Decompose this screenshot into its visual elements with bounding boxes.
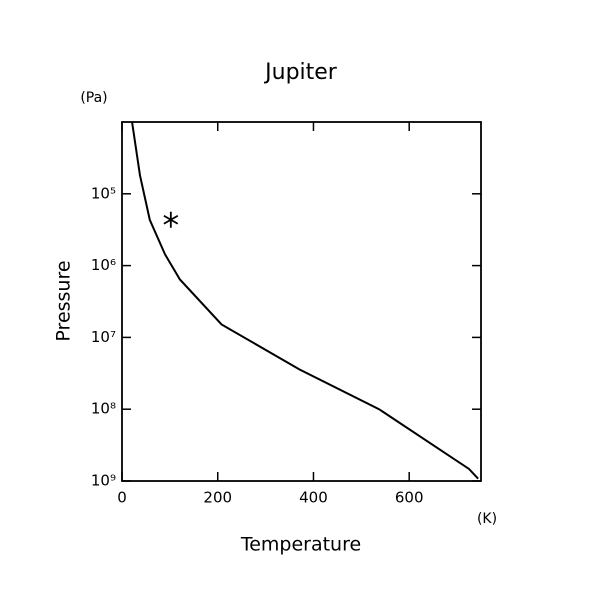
chart-title: Jupiter: [263, 60, 338, 85]
line: [131, 121, 479, 480]
x-tick-label: 200: [203, 489, 232, 507]
plot-frame: [121, 121, 482, 482]
x-tick-label: 400: [299, 489, 328, 507]
marker: [163, 211, 179, 228]
x-tick-label: 0: [117, 489, 127, 507]
y-tick-label: 10⁸: [91, 400, 116, 418]
x-axis-label: Temperature: [240, 534, 361, 556]
y-axis-label: Pressure: [53, 260, 75, 341]
y-tick-label: 10⁶: [91, 256, 116, 274]
y-unit: (Pa): [80, 90, 107, 106]
y-tick-label: 10⁹: [91, 472, 116, 490]
x-unit: (K): [477, 511, 497, 527]
x-tick-label: 600: [395, 489, 424, 507]
y-tick-label: 10⁷: [91, 328, 116, 346]
y-tick-label: 10⁵: [91, 184, 116, 202]
